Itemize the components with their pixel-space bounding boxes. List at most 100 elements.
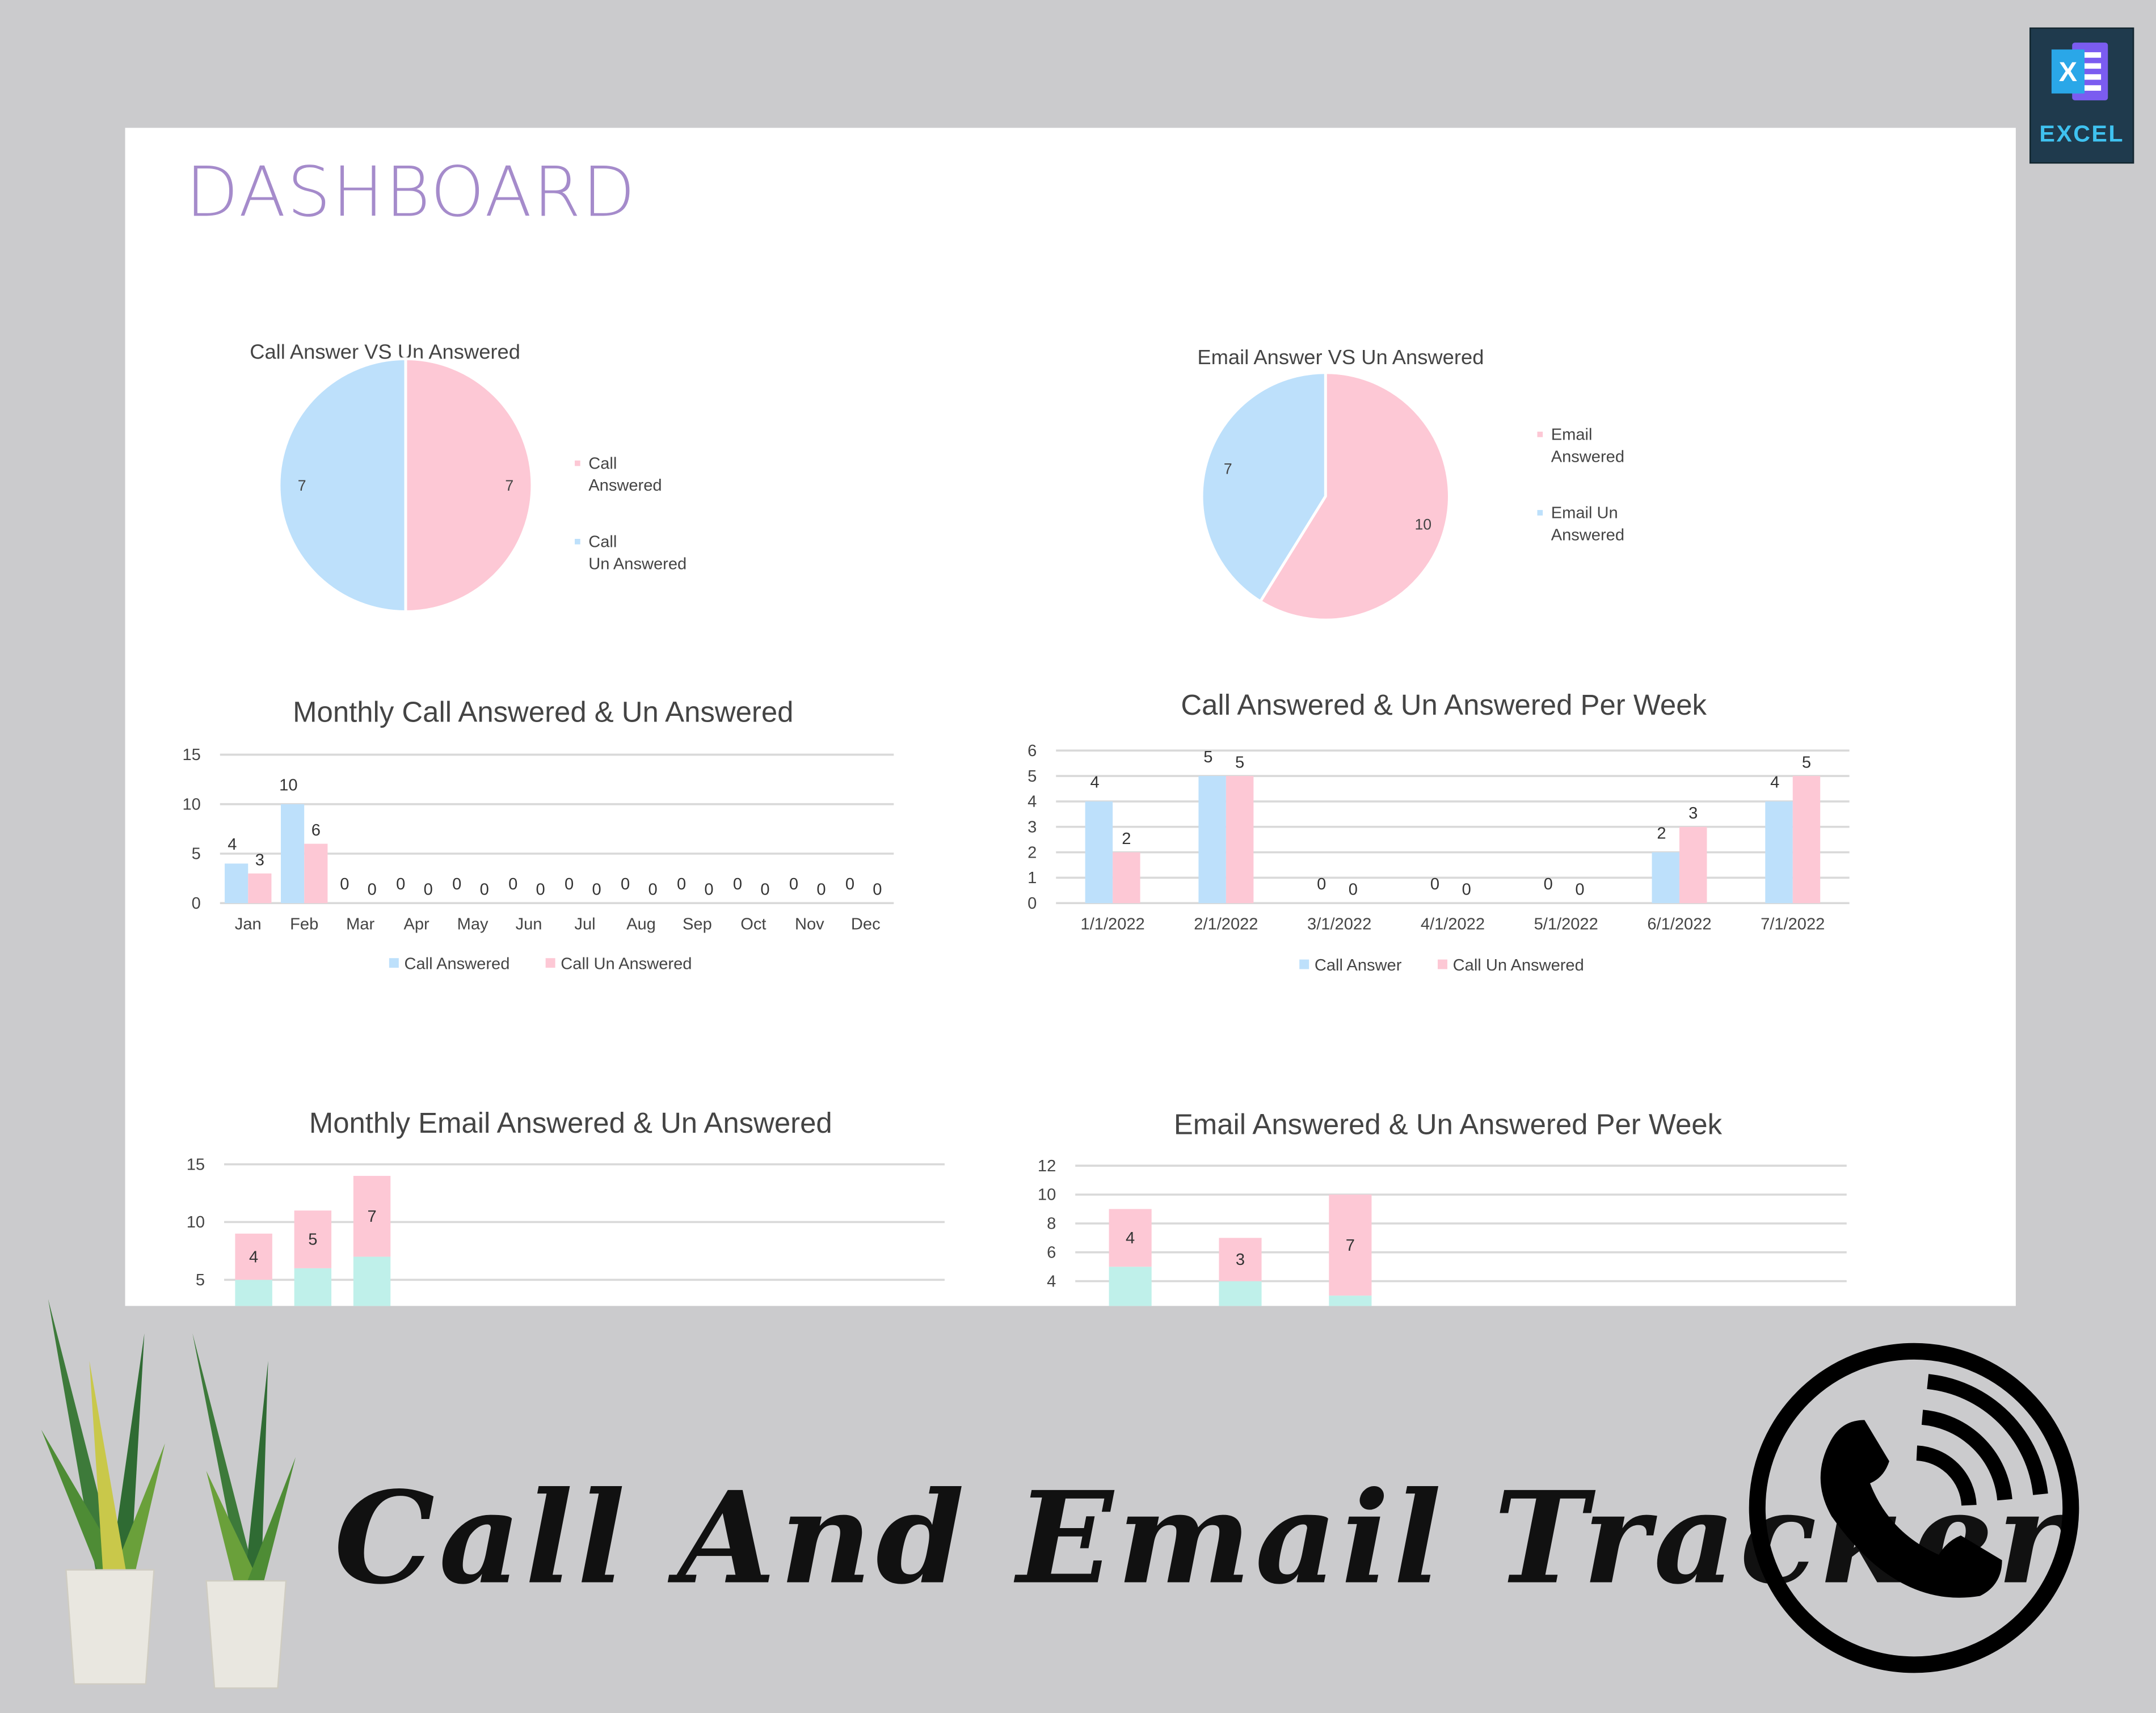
plant-icon <box>41 1299 296 1689</box>
data-label: 3 <box>255 851 264 869</box>
chart-title: Monthly Call Answered & Un Answered <box>293 695 793 728</box>
stacked-bar-segment <box>235 1280 272 1306</box>
stacked-bar-segment <box>235 1233 272 1280</box>
legend-swatch <box>389 958 399 968</box>
data-label: 4 <box>249 1248 258 1266</box>
x-tick-label: Jan <box>235 915 262 933</box>
legend-label: Call Answer <box>1315 956 1402 974</box>
data-label: 0 <box>621 875 630 893</box>
x-tick-label: 2/1/2022 <box>1194 915 1258 933</box>
pie-slice <box>277 357 407 613</box>
x-tick-label: Nov <box>795 915 824 933</box>
x-tick-label: 7/1/2022 <box>1761 915 1825 933</box>
dashboard-panel: DASHBOARD Call Answer VS Un Answered 7 7 Ca… <box>125 128 2016 1306</box>
data-label: 0 <box>677 875 686 893</box>
data-label: 7 <box>1224 461 1232 478</box>
data-label: 0 <box>733 875 742 893</box>
stacked-bar-segment <box>1219 1281 1262 1306</box>
y-tick-label: 10 <box>187 1213 205 1231</box>
legend-swatch <box>1537 510 1543 516</box>
legend-label: Call Un Answered <box>561 955 692 973</box>
y-tick-label: 6 <box>1028 742 1037 760</box>
bar <box>1198 776 1226 904</box>
legend-swatch <box>1438 959 1447 969</box>
bar <box>1792 776 1821 904</box>
data-label: 0 <box>396 875 405 893</box>
y-tick-label: 0 <box>192 895 201 913</box>
data-label: 5 <box>1802 754 1811 772</box>
data-label: 0 <box>1544 875 1553 893</box>
bar <box>225 863 249 904</box>
legend-label: Call Answered <box>588 454 662 495</box>
data-label: 2 <box>1657 824 1666 842</box>
stacked-bar-segment <box>1219 1238 1262 1281</box>
legend-swatch <box>1299 959 1309 969</box>
y-tick-label: 12 <box>1038 1157 1056 1175</box>
excel-icon: X EXCEL <box>2029 27 2134 164</box>
stacked-bar-segment <box>1109 1209 1152 1267</box>
data-label: 4 <box>1126 1229 1135 1247</box>
x-tick-label: Sep <box>683 915 712 933</box>
x-tick-label: 3/1/2022 <box>1307 915 1371 933</box>
data-label: 0 <box>648 881 657 899</box>
x-tick-label: May <box>457 915 489 933</box>
bar <box>1226 776 1254 904</box>
data-label: 3 <box>1236 1251 1245 1269</box>
pie-slice <box>1200 371 1327 604</box>
x-tick-label: 4/1/2022 <box>1421 915 1485 933</box>
phone-call-icon <box>1749 1343 2079 1673</box>
legend-swatch <box>1537 431 1543 437</box>
svg-text:X: X <box>2059 57 2077 87</box>
y-tick-label: 10 <box>182 795 200 813</box>
data-label: 0 <box>845 875 854 893</box>
data-label: 4 <box>1770 774 1779 792</box>
data-label: 0 <box>565 875 574 893</box>
page-title: DASHBOARD <box>186 153 637 233</box>
data-label: 0 <box>816 881 826 899</box>
data-label: 0 <box>536 881 545 899</box>
pie-slice <box>404 357 534 613</box>
data-label: 10 <box>279 777 297 795</box>
excel-label: EXCEL <box>2039 121 2124 147</box>
y-tick-label: 8 <box>1047 1215 1056 1233</box>
data-label: 10 <box>1414 516 1431 533</box>
x-tick-label: Dec <box>851 915 881 933</box>
data-label: 0 <box>424 881 433 899</box>
y-tick-label: 5 <box>196 1271 205 1289</box>
y-tick-label: 1 <box>1028 869 1037 887</box>
x-tick-label: Oct <box>740 915 766 933</box>
chart-title: Monthly Email Answered & Un Answered <box>309 1107 832 1139</box>
x-tick-label: Feb <box>290 915 318 933</box>
data-label: 0 <box>1317 875 1326 893</box>
data-label: 0 <box>368 881 377 899</box>
data-label: 0 <box>704 881 713 899</box>
data-label: 0 <box>1430 875 1439 893</box>
bar <box>1085 801 1113 904</box>
y-tick-label: 5 <box>1028 767 1037 786</box>
x-tick-label: Jul <box>574 915 595 933</box>
legend-label: Email Answered <box>1551 426 1624 466</box>
bar <box>1652 852 1679 904</box>
data-label: 6 <box>311 821 321 839</box>
x-tick-label: 1/1/2022 <box>1081 915 1145 933</box>
stacked-bar-segment <box>1109 1267 1152 1306</box>
pie-slice <box>1258 371 1451 622</box>
data-label: 2 <box>1122 830 1131 848</box>
x-tick-label: 5/1/2022 <box>1534 915 1598 933</box>
y-tick-label: 0 <box>1028 895 1037 913</box>
y-tick-label: 6 <box>1047 1244 1056 1262</box>
data-label: 0 <box>760 881 769 899</box>
stacked-bar-segment <box>353 1256 391 1306</box>
legend-label: Call Answered <box>405 955 510 973</box>
chart-title: Email Answered & Un Answered Per Week <box>1174 1108 1723 1140</box>
y-tick-label: 10 <box>1038 1186 1056 1204</box>
data-label: 0 <box>592 881 601 899</box>
data-label: 4 <box>228 836 237 854</box>
legend-label: Email Un Answered <box>1551 504 1624 545</box>
y-tick-label: 2 <box>1028 843 1037 862</box>
data-label: 5 <box>308 1231 317 1249</box>
data-label: 5 <box>1203 748 1212 766</box>
y-tick-label: 5 <box>192 845 201 863</box>
data-label: 0 <box>873 881 882 899</box>
